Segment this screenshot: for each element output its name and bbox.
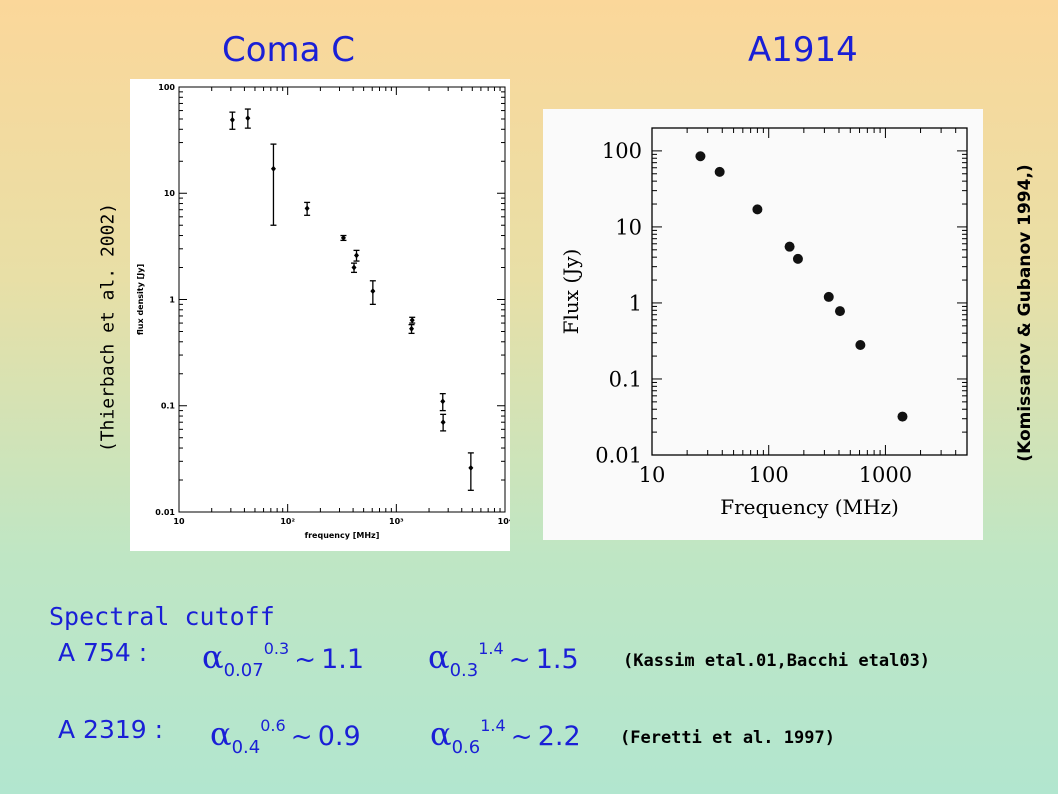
y-tick-label: 10 (615, 215, 642, 239)
data-point (440, 419, 446, 426)
data-point (270, 165, 276, 172)
spectral-row-a754: A 754 : α0.070.3 ~ 1.1 α0.31.4 ~ 1.5 (Ka… (58, 638, 930, 681)
alpha-subscript: 0.3 (449, 660, 479, 681)
alpha-superscript: 1.4 (478, 639, 504, 658)
plot-frame (178, 86, 506, 513)
data-point (714, 166, 725, 177)
data-point (855, 339, 866, 350)
data-point (792, 253, 803, 264)
alpha-symbol: α (430, 715, 452, 753)
y-axis-label: flux density [Jy] (136, 264, 145, 335)
a1914-spectrum-chart: 10 100 1000 100 10 1 0.1 0.01 Frequency (MHz) Flu… (559, 127, 968, 519)
alpha-superscript: 1.4 (480, 716, 506, 735)
citation-thierbach: (Thierbach et al. 2002) (97, 202, 119, 453)
alpha-superscript: 0.6 (260, 716, 286, 735)
data-point (409, 325, 415, 332)
x-tick-label: 10 (173, 517, 185, 526)
x-axis-label: frequency [MHz] (305, 531, 380, 540)
alpha-symbol: α (210, 715, 232, 753)
alpha-symbol: α (428, 638, 450, 676)
x-tick-label: 10³ (389, 517, 404, 526)
data-point (695, 151, 706, 162)
approx-symbol: ~ (510, 722, 533, 752)
reference-a2319: (Feretti et al. 1997) (620, 728, 835, 748)
spectral-row-a2319: A 2319 : α0.40.6 ~ 0.9 α0.61.4 ~ 2.2 (Fe… (58, 715, 835, 758)
data-point (351, 264, 357, 271)
data-point (468, 464, 474, 471)
cluster-name: A 2319 : (58, 715, 164, 744)
chart-title-coma-c: Coma C (222, 30, 356, 70)
y-tick-label: 100 (158, 83, 175, 92)
y-tick-label: 0.01 (595, 443, 642, 467)
data-point (440, 398, 446, 405)
alpha-subscript: 0.6 (451, 737, 481, 758)
alpha-symbol: α (202, 638, 224, 676)
y-tick-label: 100 (602, 139, 642, 163)
spectral-index-value: 0.9 (317, 721, 361, 752)
chart-title-a1914: A1914 (748, 30, 858, 70)
y-tick-label: 0.1 (609, 367, 642, 391)
approx-symbol: ~ (508, 645, 531, 675)
data-point (752, 204, 763, 215)
a1914-spectrum-panel: 10 100 1000 100 10 1 0.1 0.01 Frequency (MHz) Flu… (543, 109, 983, 540)
spectral-index-low: α0.07 0.3 ~ 1.1 (202, 638, 365, 681)
data-point (823, 291, 834, 302)
coma-c-spectrum-chart: 10 10² 10³ 10⁴ 100 10 1 0.1 0.01 frequency [MHz] f… (136, 83, 510, 540)
x-tick-label: 100 (749, 463, 789, 487)
y-tick-label: 1 (629, 291, 642, 315)
x-tick-label: 10 (639, 463, 666, 487)
spectral-index-value: 2.2 (537, 721, 581, 752)
y-tick-label: 0.1 (161, 402, 176, 411)
data-point (370, 288, 376, 295)
spectral-index-value: 1.1 (321, 644, 365, 675)
data-point (834, 306, 845, 317)
data-point (897, 411, 908, 422)
spectral-index-high: α0.6 1.4 ~ 2.2 (430, 715, 581, 758)
y-tick-label: 10 (164, 189, 176, 198)
spectral-index-high: α0.3 1.4 ~ 1.5 (428, 638, 579, 681)
approx-symbol: ~ (290, 722, 313, 752)
data-point (784, 241, 795, 252)
data-point (229, 116, 235, 123)
reference-a754: (Kassim etal.01,Bacchi etal03) (623, 651, 931, 671)
x-axis-label: Frequency (MHz) (720, 495, 899, 519)
cluster-name: A 754 : (58, 638, 148, 667)
x-tick-label: 10⁴ (498, 517, 510, 526)
y-tick-label: 0.01 (155, 508, 175, 517)
data-point (354, 252, 360, 259)
alpha-superscript: 0.3 (263, 639, 290, 658)
data-point (409, 317, 415, 324)
section-title-spectral-cutoff: Spectral cutoff (49, 602, 275, 631)
data-point (304, 205, 310, 212)
alpha-subscript: 0.07 (223, 660, 264, 681)
data-point (340, 234, 346, 241)
y-tick-label: 1 (169, 295, 175, 304)
y-axis-label: Flux (Jy) (559, 249, 583, 335)
data-point (245, 115, 251, 122)
x-tick-label: 10² (280, 517, 295, 526)
spectral-index-value: 1.5 (535, 644, 579, 675)
plot-frame (651, 127, 968, 456)
coma-c-spectrum-panel: 10 10² 10³ 10⁴ 100 10 1 0.1 0.01 frequency [MHz] f… (130, 79, 510, 551)
approx-symbol: ~ (294, 645, 317, 675)
alpha-subscript: 0.4 (231, 737, 261, 758)
spectral-index-low: α0.4 0.6 ~ 0.9 (210, 715, 361, 758)
citation-komissarov: (Komissarov & Gubanov 1994,) (1015, 164, 1035, 462)
x-tick-label: 1000 (859, 463, 912, 487)
